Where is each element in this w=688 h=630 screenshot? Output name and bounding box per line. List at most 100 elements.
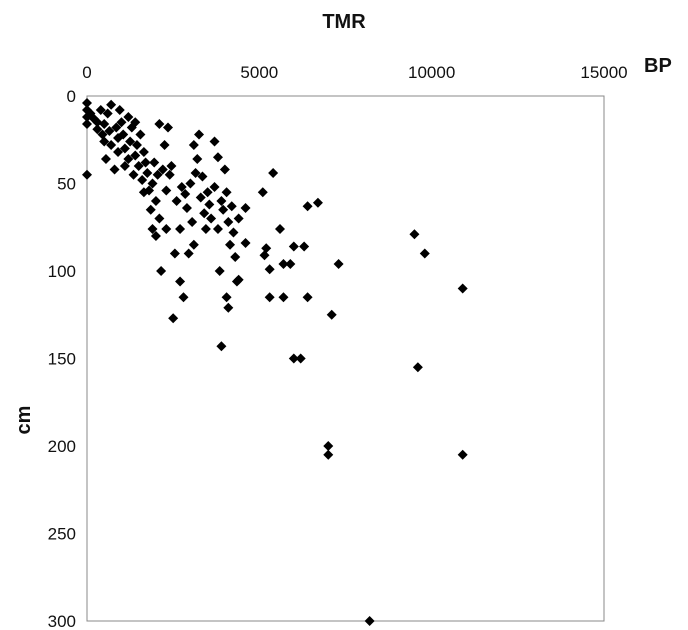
data-point	[326, 309, 337, 320]
data-point	[188, 140, 199, 150]
data-point	[166, 161, 177, 171]
plot-area	[86, 95, 605, 622]
data-point	[264, 264, 275, 275]
data-point	[131, 140, 142, 150]
data-point	[323, 441, 334, 451]
y-tick-label: 0	[67, 87, 76, 106]
data-point	[180, 189, 191, 199]
data-point	[268, 168, 279, 178]
data-point	[206, 213, 217, 224]
data-point	[176, 182, 187, 192]
data-point	[82, 169, 92, 180]
data-point	[82, 119, 92, 129]
data-point	[183, 248, 194, 259]
data-point	[147, 178, 158, 189]
data-point	[221, 292, 232, 303]
data-point	[212, 152, 223, 163]
data-point	[137, 175, 148, 185]
data-point	[188, 239, 199, 250]
data-point	[159, 140, 170, 150]
data-point	[169, 248, 180, 259]
data-point	[275, 224, 286, 234]
data-point	[278, 259, 289, 269]
data-point	[133, 161, 144, 171]
data-point	[333, 259, 344, 269]
data-point	[364, 616, 375, 626]
data-point	[218, 204, 229, 215]
data-point	[175, 224, 186, 234]
data-point	[457, 449, 468, 460]
data-point	[223, 302, 234, 313]
y-tick-label: 300	[48, 612, 76, 630]
data-point	[97, 129, 108, 140]
data-point	[285, 259, 296, 269]
data-point	[162, 122, 173, 133]
data-point	[164, 169, 175, 180]
data-point	[323, 449, 334, 460]
data-point	[95, 105, 106, 115]
data-point	[204, 199, 215, 210]
data-point	[92, 124, 103, 135]
data-point	[154, 213, 165, 224]
data-point	[288, 353, 299, 364]
data-point	[92, 117, 103, 128]
data-point	[200, 224, 211, 234]
chart-title: TMR	[322, 11, 366, 33]
data-point	[118, 129, 129, 140]
data-point	[409, 229, 420, 240]
data-point	[130, 117, 141, 128]
x-axis-title: BP	[644, 55, 672, 77]
data-point	[226, 201, 237, 212]
data-point	[150, 196, 161, 206]
data-point	[223, 217, 234, 227]
data-point	[288, 241, 299, 252]
data-point	[152, 169, 163, 180]
data-point	[119, 143, 130, 154]
data-point	[109, 164, 120, 175]
data-point	[106, 99, 117, 110]
data-point	[82, 98, 92, 108]
data-point	[119, 161, 130, 171]
data-point	[113, 147, 124, 157]
data-point	[195, 192, 206, 203]
y-tick-label: 150	[48, 350, 76, 369]
data-point	[128, 169, 139, 180]
data-point	[161, 224, 172, 234]
data-point	[197, 171, 208, 182]
x-tick-label: 0	[82, 63, 91, 82]
data-point	[175, 276, 186, 287]
data-point	[102, 108, 113, 119]
data-point	[181, 203, 192, 213]
plot-border	[86, 95, 605, 622]
data-point	[100, 154, 111, 164]
data-point	[312, 197, 323, 208]
data-point	[156, 266, 167, 276]
data-point	[116, 117, 127, 128]
data-point	[257, 187, 268, 198]
data-point	[295, 353, 306, 364]
data-point	[202, 187, 213, 198]
data-point	[123, 154, 134, 164]
data-point	[216, 196, 227, 206]
data-point	[123, 112, 134, 122]
data-point	[150, 231, 161, 241]
data-point	[259, 250, 270, 261]
data-point	[228, 227, 239, 238]
data-point	[106, 140, 117, 150]
data-point	[187, 217, 198, 227]
data-point	[240, 203, 251, 213]
data-point	[194, 129, 205, 140]
data-point	[157, 164, 168, 175]
data-point	[111, 122, 122, 133]
data-point	[125, 136, 136, 147]
data-point	[233, 213, 244, 224]
data-point	[147, 224, 158, 234]
data-point	[192, 154, 203, 164]
x-tick-labels: 0 5000 10000 15000	[82, 63, 627, 82]
data-point	[145, 204, 156, 215]
data-point	[142, 168, 153, 178]
data-point	[412, 362, 423, 373]
data-point	[302, 201, 313, 212]
y-tick-labels: 0 50 100 150 200 250 300	[48, 87, 76, 630]
data-point	[140, 157, 151, 168]
